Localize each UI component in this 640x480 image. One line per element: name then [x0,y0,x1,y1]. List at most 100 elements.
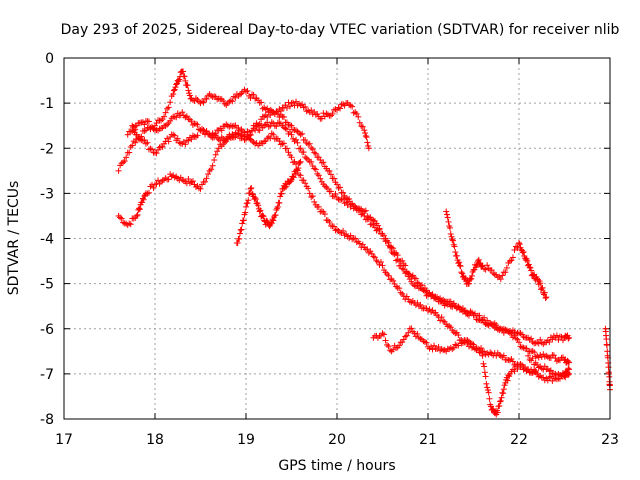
data-point [405,329,412,336]
data-point [126,220,133,227]
data-point [562,374,569,381]
data-point [315,203,322,210]
y-tick-label: -8 [40,412,54,428]
data-point [229,123,236,130]
data-point [239,133,246,140]
data-point [159,143,166,150]
data-point [318,115,325,122]
data-point [390,277,397,284]
data-point [274,203,281,210]
data-point [140,196,147,203]
data-point [329,110,336,117]
data-point [535,340,542,347]
data-point [185,137,192,144]
data-point [472,310,479,317]
data-point [288,122,295,129]
data-point [488,267,495,274]
data-point [494,409,501,416]
data-point [397,262,404,269]
y-tick-label: -7 [40,367,54,383]
data-point [277,108,284,115]
data-point [267,112,274,119]
data-point [377,259,384,266]
data-point [484,384,491,391]
data-point [197,185,204,192]
data-point [250,91,257,98]
y-tick-label: -3 [40,186,54,202]
x-tick-label: 18 [146,432,164,448]
data-point [171,132,178,139]
data-point [300,149,307,156]
y-axis-label: SDTVAR / TECUs [6,181,22,296]
grid-lines [64,58,610,419]
data-point [482,373,489,380]
data-point [311,198,318,205]
data-point [142,140,149,147]
x-tick-label: 22 [510,432,528,448]
data-point [293,127,300,134]
data-point [490,405,497,412]
data-point [337,184,344,191]
data-point [250,139,257,146]
data-point [531,349,538,356]
data-point [270,131,277,138]
data-point [408,325,415,332]
data-point [421,339,428,346]
data-point [603,336,610,343]
data-point [295,165,302,172]
data-point [566,359,573,366]
data-point [370,253,377,260]
data-point [549,336,556,343]
data-point [182,141,189,148]
data-point [234,240,241,247]
data-point [498,394,505,401]
data-point [260,213,267,220]
data-point [558,373,565,380]
data-point [541,363,548,370]
data-point [387,347,394,354]
data-point [202,178,209,185]
data-point [183,113,190,120]
data-point [124,131,131,138]
data-point [203,175,210,182]
data-point [126,149,133,156]
data-point [525,261,532,268]
data-point [309,193,316,200]
data-point [288,131,295,138]
data-point [321,113,328,120]
data-point [296,159,303,166]
data-point [499,272,506,279]
data-point [493,322,500,329]
data-point [127,144,134,151]
data-point [414,299,421,306]
data-point [452,341,459,348]
data-point [529,355,536,362]
data-point [238,226,245,233]
data-point [603,342,610,349]
x-tick-label: 21 [419,432,437,448]
data-point [209,162,216,169]
data-point [364,139,371,146]
x-axis-label: GPS time / hours [278,458,395,474]
data-point [129,142,136,149]
data-point [349,103,356,110]
data-point [514,365,521,372]
data-point [134,211,141,218]
data-point [200,126,207,133]
data-point [371,254,378,261]
data-point [150,184,157,191]
data-point [334,181,340,188]
data-point [141,128,148,135]
data-point [302,180,309,187]
data-point [509,254,516,261]
data-point [523,345,530,352]
data-point [456,262,463,269]
data-point [303,139,310,146]
y-tick-label: -6 [40,322,54,338]
data-point [334,226,340,233]
data-point [543,294,550,301]
data-point [115,212,122,219]
data-point [450,237,457,244]
data-point [450,344,457,351]
data-point [441,346,448,353]
